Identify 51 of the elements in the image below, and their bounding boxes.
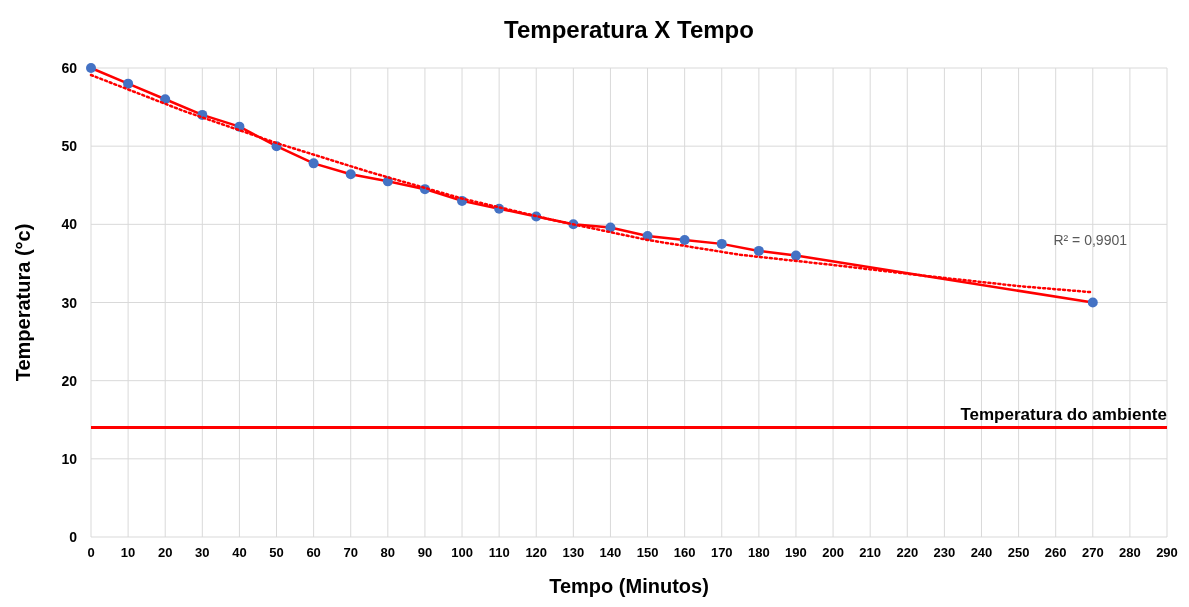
y-tick-label: 0 [69, 529, 78, 545]
x-tick-label: 160 [673, 545, 696, 560]
x-tick-label: 70 [343, 545, 358, 560]
x-tick-label: 100 [451, 545, 473, 560]
point [308, 158, 319, 169]
x-tick-label: 40 [232, 545, 247, 560]
x-tick-label: 50 [269, 545, 284, 560]
x-tick-label: 190 [785, 545, 807, 560]
x-tick-label: 240 [970, 545, 993, 560]
x-tick-label: 150 [636, 545, 659, 560]
point [123, 78, 134, 89]
point [345, 169, 356, 180]
x-tick-label: 170 [710, 545, 733, 560]
x-tick-label: 210 [859, 545, 882, 560]
x-tick-label: 10 [120, 545, 136, 560]
y-axis-title: Temperatura (°c) [12, 223, 34, 382]
y-tick-label: 60 [61, 60, 78, 76]
x-tick-label: 30 [195, 545, 210, 560]
x-tick-label: 250 [1007, 545, 1030, 560]
x-tick-label: 180 [748, 545, 770, 560]
x-tick-label: 20 [157, 545, 173, 560]
point [753, 245, 764, 256]
x-tick-label: 260 [1044, 545, 1067, 560]
y-tick-label: 50 [61, 138, 78, 155]
x-tick-label: 0 [87, 545, 95, 560]
x-tick-label: 90 [417, 545, 433, 560]
x-tick-label: 130 [562, 545, 585, 560]
x-tick-label: 280 [1119, 545, 1141, 560]
x-tick-label: 140 [599, 545, 622, 560]
x-tick-label: 200 [822, 545, 844, 560]
ref-line-label: Temperatura do ambiente [960, 404, 1167, 424]
x-tick-label: 270 [1081, 545, 1104, 560]
chart-title: Temperatura X Tempo [504, 16, 754, 43]
y-tick-label: 30 [61, 294, 78, 311]
point [790, 250, 801, 261]
x-tick-label: 60 [306, 545, 321, 560]
x-tick-label: 110 [488, 545, 510, 560]
annotation: R² = 0,9901 [1053, 232, 1128, 248]
point [86, 63, 96, 73]
x-tick-label: 120 [525, 545, 548, 560]
y-tick-label: 10 [61, 450, 78, 467]
y-tick-label: 20 [61, 372, 78, 389]
x-axis-title: Tempo (Minutos) [549, 575, 709, 597]
x-tick-label: 220 [896, 545, 919, 560]
x-tick-label: 290 [1156, 545, 1178, 560]
point [679, 234, 690, 245]
x-tick-label: 230 [933, 545, 956, 560]
point [716, 238, 727, 249]
y-tick-label: 40 [61, 216, 78, 233]
x-tick-label: 80 [380, 545, 396, 560]
point [1087, 297, 1098, 308]
